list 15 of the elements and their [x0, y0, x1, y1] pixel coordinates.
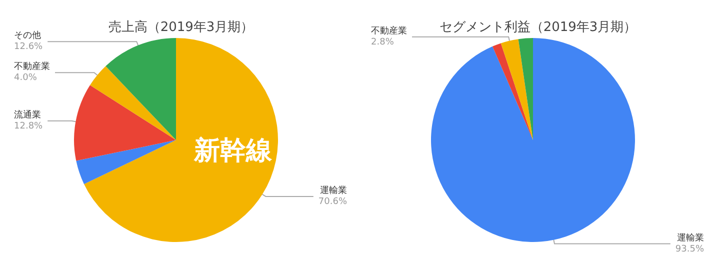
slice-label: 運輸業	[320, 184, 347, 196]
slice-label: 不動産業	[371, 25, 407, 36]
data-label: 12.6%	[14, 42, 44, 52]
data-label: 2.8%	[371, 37, 394, 48]
data-label: 4.0%	[14, 73, 38, 84]
slice-label: その他	[14, 30, 41, 42]
data-label: 12.8%	[14, 121, 44, 132]
chart-title: 売上高（2019年3月期）	[108, 19, 254, 35]
slice-label: 運輸業	[677, 232, 704, 244]
text: 新幹線	[193, 136, 273, 166]
slice-label: 不動産業	[14, 61, 50, 72]
chart-title: セグメント利益（2019年3月期）	[439, 20, 637, 35]
data-label: 93.5%	[675, 244, 704, 254]
slice-label: 流通業	[14, 109, 41, 120]
data-label: 70.6%	[318, 196, 348, 207]
